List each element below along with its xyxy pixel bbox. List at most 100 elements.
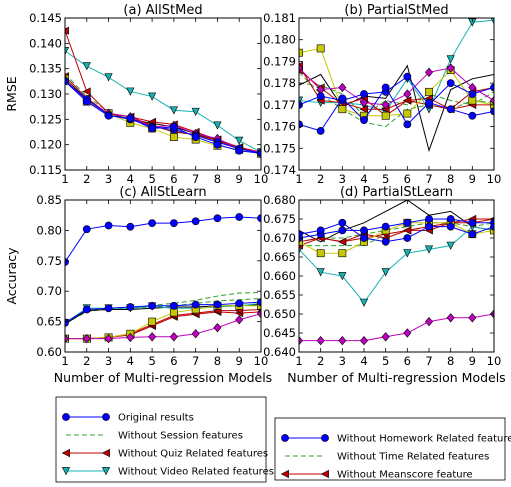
point-yellow	[338, 249, 347, 258]
point-yellow	[425, 87, 433, 96]
x-tick-label: 3	[105, 354, 112, 368]
plot-frame-c	[64, 199, 262, 353]
point-video	[490, 18, 494, 25]
series-line-homework	[65, 80, 261, 154]
legend-marker-video	[101, 467, 111, 476]
point-homework	[104, 304, 113, 313]
x-tick-label: 9	[236, 354, 243, 368]
point-original	[425, 98, 433, 107]
point-video	[381, 268, 390, 277]
legend-right: Without Homework Related features Without…	[274, 417, 511, 481]
point-original	[235, 146, 244, 155]
x-tick-label: 10	[254, 354, 269, 368]
x-tick-label: 6	[404, 354, 411, 368]
point-yellow	[148, 317, 157, 326]
x-tick-label: 8	[447, 172, 454, 186]
point-original	[381, 83, 390, 92]
point-homework	[360, 226, 368, 235]
x-tick-label: 4	[360, 172, 367, 186]
point-yellow	[299, 48, 303, 57]
point-original	[169, 123, 178, 131]
x-tick-label: 3	[339, 354, 346, 368]
y-tick-label: 0.60	[36, 345, 62, 359]
point-magenta	[299, 335, 303, 346]
chart-title-d: (d) PartialStLearn	[340, 185, 453, 200]
x-tick-label: 6	[404, 172, 411, 186]
point-original	[338, 218, 347, 227]
panel-d: (d) PartialStLearn 1 2 3 4 5 6 7 8 9 10 0.640 0.645 0…	[263, 185, 506, 385]
point-original	[82, 97, 91, 106]
point-video	[148, 92, 157, 101]
x-tick-label: 6	[170, 172, 177, 186]
series-line-video	[299, 19, 494, 112]
x-tick-label: 5	[382, 354, 389, 368]
series-line-yellow	[65, 305, 261, 340]
point-homework	[126, 303, 135, 311]
point-original	[360, 234, 368, 242]
legend-marker-original	[102, 413, 110, 421]
y-tick-label: 0.179	[263, 54, 296, 68]
x-axis-label-d: Number of Multi-regression Models	[287, 370, 505, 385]
point-original	[213, 140, 222, 149]
series-line-time	[299, 82, 494, 117]
point-original	[148, 124, 157, 133]
point-homework	[316, 92, 325, 101]
x-tick-label: 2	[83, 354, 90, 368]
point-video	[446, 241, 455, 250]
panel-a: (a) AllStMed 1 2 3 4 5 6 7 8 9 10 0.115 0.120 0.125 0.…	[4, 3, 268, 186]
series-line-original	[299, 86, 494, 132]
point-original	[213, 214, 222, 223]
point-original	[446, 222, 455, 231]
y-tick-label: 0.85	[36, 193, 62, 207]
x-tick-label: 2	[83, 172, 90, 186]
point-original	[381, 237, 390, 246]
point-homework	[213, 300, 222, 309]
point-original	[126, 222, 135, 231]
point-magenta	[126, 332, 135, 343]
x-tick-label: 7	[192, 354, 199, 368]
y-tick-label: 0.145	[29, 11, 62, 25]
x-tick-label: 5	[382, 172, 389, 186]
series-line-time	[65, 78, 261, 155]
point-homework	[468, 218, 477, 227]
point-original	[425, 222, 433, 231]
x-tick-label: 10	[487, 354, 502, 368]
point-video	[65, 47, 70, 56]
series-line-meanscore	[65, 308, 261, 340]
point-video	[213, 121, 222, 130]
x-tick-label: 1	[61, 354, 68, 368]
plot-frame-b	[298, 17, 495, 171]
series-line-magenta	[65, 79, 261, 153]
point-homework	[191, 300, 200, 309]
series-line-black	[65, 78, 261, 154]
y-tick-label: 0.640	[263, 345, 296, 359]
point-original	[338, 94, 347, 103]
y-tick-label: 0.115	[29, 163, 62, 177]
legend-marker-quiz	[61, 448, 70, 458]
point-magenta	[299, 63, 303, 73]
legend-left: Original results Without Session features…	[55, 396, 274, 483]
y-tick-label: 0.125	[29, 112, 62, 126]
x-tick-label: 8	[214, 354, 221, 368]
x-tick-label: 4	[127, 354, 134, 368]
x-tick-label: 1	[295, 172, 302, 186]
point-meanscore	[338, 237, 347, 246]
y-tick-label: 0.174	[263, 163, 296, 177]
y-tick-label: 0.176	[263, 120, 296, 134]
legend-marker-meanscore	[280, 469, 289, 479]
point-video	[446, 55, 455, 64]
point-magenta	[403, 328, 412, 338]
y-tick-label: 0.130	[29, 87, 62, 101]
y-tick-label: 0.135	[29, 62, 62, 76]
point-homework	[468, 90, 477, 98]
x-tick-label: 7	[425, 354, 432, 368]
y-tick-label: 0.665	[263, 250, 296, 264]
x-tick-label: 5	[148, 172, 155, 186]
point-meanscore	[403, 226, 412, 235]
series-line-homework	[299, 75, 494, 106]
point-yellow	[403, 109, 412, 118]
point-quiz	[82, 87, 91, 96]
point-yellow	[316, 44, 325, 53]
point-original	[235, 213, 244, 221]
